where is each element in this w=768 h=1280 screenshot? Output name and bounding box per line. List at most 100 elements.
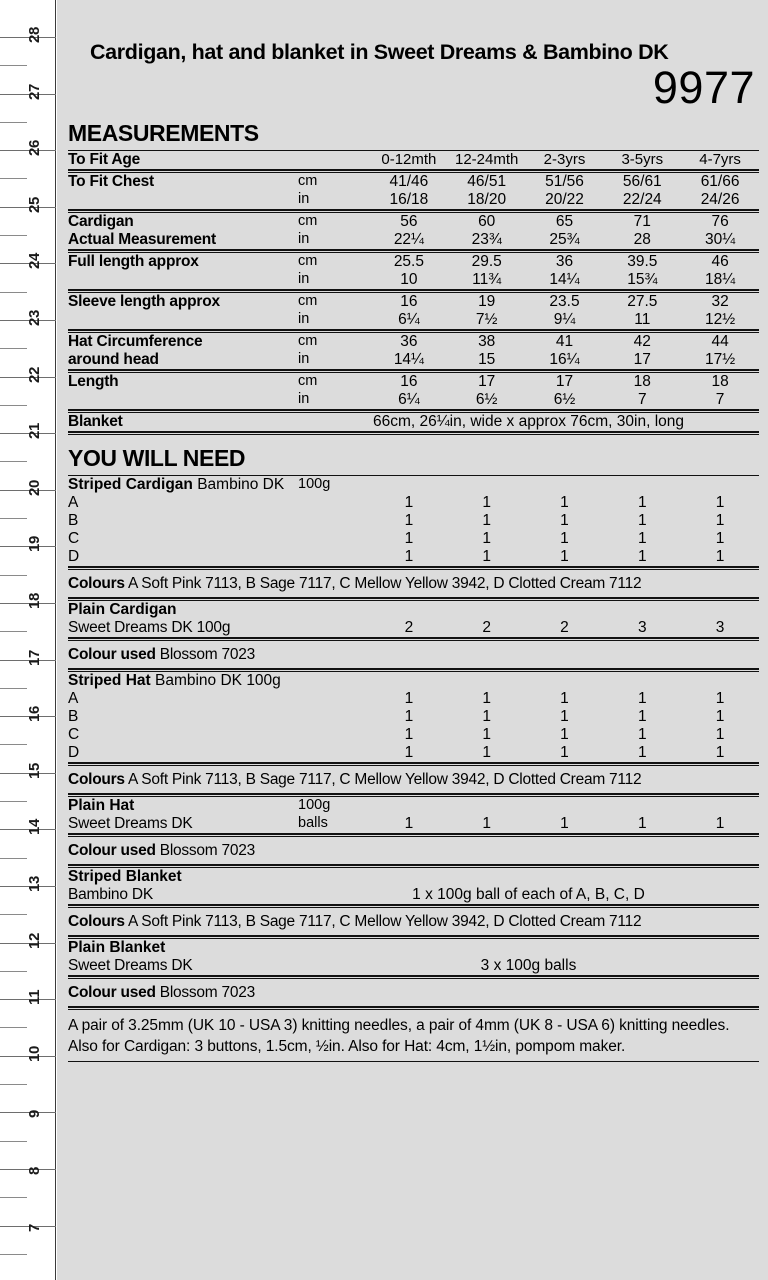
ball-count: 1 [404,708,414,726]
ball-count: 2 [560,619,569,637]
measure-value: 14¼ [549,271,580,289]
measure-value: 6¼ [398,311,420,329]
unit-label: balls [298,815,328,832]
ball-count: 3 [637,619,647,637]
size-header: 2-3yrs [543,151,586,169]
divider [68,329,759,334]
yarn-name: Sweet Dreams DK [68,815,193,833]
unit-label: cm [298,293,318,310]
measure-value: 60 [478,213,496,231]
measure-value: 6½ [475,391,498,409]
ruler-label: 9 [26,1110,43,1119]
table-row: in 6¼ 6½ 6½ 7 7 [68,391,759,409]
ball-count: 1 [482,512,491,530]
table-row: To Fit Chest cm 41/46 46/51 51/56 56/61 61/66 [68,173,759,191]
striped-cardigan-heading: Striped Cardigan Bambino DK [68,476,285,494]
divider [68,637,759,642]
measure-value: 29.5 [471,253,502,271]
ruler-label: 22 [26,366,43,383]
table-row: Length cm 16 17 17 18 18 [68,373,759,391]
measure-value: 71 [633,213,651,231]
measure-value: 32 [711,293,729,311]
measure-value: 12½ [705,311,736,329]
measure-value: 7½ [475,311,498,329]
measure-value: 15¾ [627,271,658,289]
measure-value: 36 [555,253,574,271]
yarn-letter: D [68,744,79,762]
measure-value: 24/26 [700,191,740,209]
ruler-tick-minor [0,1027,27,1029]
ball-count: 1 [482,726,491,744]
ruler-tick-major [0,772,56,774]
ball-count: 1 [404,726,414,744]
ruler-label: 13 [26,875,43,892]
yarn-letter: C [68,726,79,744]
divider [68,864,759,869]
ball-count: 1 [637,512,647,530]
table-row: Colour used Blossom 7023 [68,837,759,864]
table-row: C 1 1 1 1 1 [68,530,759,548]
measure-value: 10 [400,271,418,289]
ruler-label: 14 [26,819,43,836]
measure-value: 7 [637,391,647,409]
ruler-tick-minor [0,1197,27,1199]
table-row: Colours A Soft Pink 7113, B Sage 7117, C… [68,766,759,793]
ruler-tick-major [0,1225,56,1227]
ball-count: 1 [404,548,414,566]
measure-value: 18 [633,373,651,391]
ruler-label: 23 [26,309,43,326]
ball-count: 1 [715,690,725,708]
unit-label: 100g [298,476,331,493]
ruler-tick-minor [0,914,27,916]
row-label: Blanket [68,413,123,431]
divider [68,431,759,436]
measure-value: 22¼ [393,231,424,249]
table-row: B 1 1 1 1 1 [68,708,759,726]
measure-value: 17 [633,351,651,369]
unit-label: in [298,311,310,328]
measure-value: 17 [555,373,574,391]
document-content: Cardigan, hat and blanket in Sweet Dream… [57,0,768,1280]
table-row: B 1 1 1 1 1 [68,512,759,530]
ball-count: 1 [715,708,725,726]
measure-value: 7 [715,391,725,409]
yarn-letter: B [68,708,79,726]
striped-blanket-heading: Striped Blanket [68,868,182,886]
measure-value: 56 [400,213,418,231]
divider [68,833,759,838]
measure-value: 17 [478,373,496,391]
ball-count: 1 [560,690,569,708]
ruler-tick-major [0,942,56,944]
measure-value: 20/22 [545,191,584,209]
table-row: around head in 14¼ 15 16¼ 17 17½ [68,351,759,369]
measure-value: 25.5 [393,253,424,271]
yarn-name: Bambino DK [68,886,154,904]
ball-count: 1 [404,530,414,548]
measure-value: 17½ [705,351,736,369]
measure-value: 46 [711,253,729,271]
measure-value: 9¼ [553,311,576,329]
ball-count: 1 [482,548,491,566]
measure-value: 42 [633,333,651,351]
ball-count: 1 [715,530,725,548]
ruler-tick-minor [0,970,27,972]
unit-label: in [298,391,310,408]
ruler-tick-major [0,546,56,548]
ball-count: 1 [715,494,725,512]
ruler-label: 17 [26,649,43,666]
measure-value: 6½ [553,391,576,409]
row-label: To Fit Chest [68,173,154,191]
measure-value: 61/66 [700,173,740,191]
table-row: Striped Blanket [68,868,759,886]
unit-label: cm [298,373,318,390]
measure-value: 76 [711,213,729,231]
ball-count: 1 [482,494,491,512]
ball-count: 1 [637,530,647,548]
table-row: in 10 11¾ 14¼ 15¾ 18¼ [68,271,759,289]
table-row: Cardigan cm 56 60 65 71 76 [68,213,759,231]
needles-note: A pair of 3.25mm (UK 10 - USA 3) knittin… [68,1017,730,1055]
ruler-label: 27 [26,83,43,100]
table-row: Actual Measurement in 22¼ 23¾ 25¾ 28 30¼ [68,231,759,249]
table-row: A 1 1 1 1 1 [68,690,759,708]
